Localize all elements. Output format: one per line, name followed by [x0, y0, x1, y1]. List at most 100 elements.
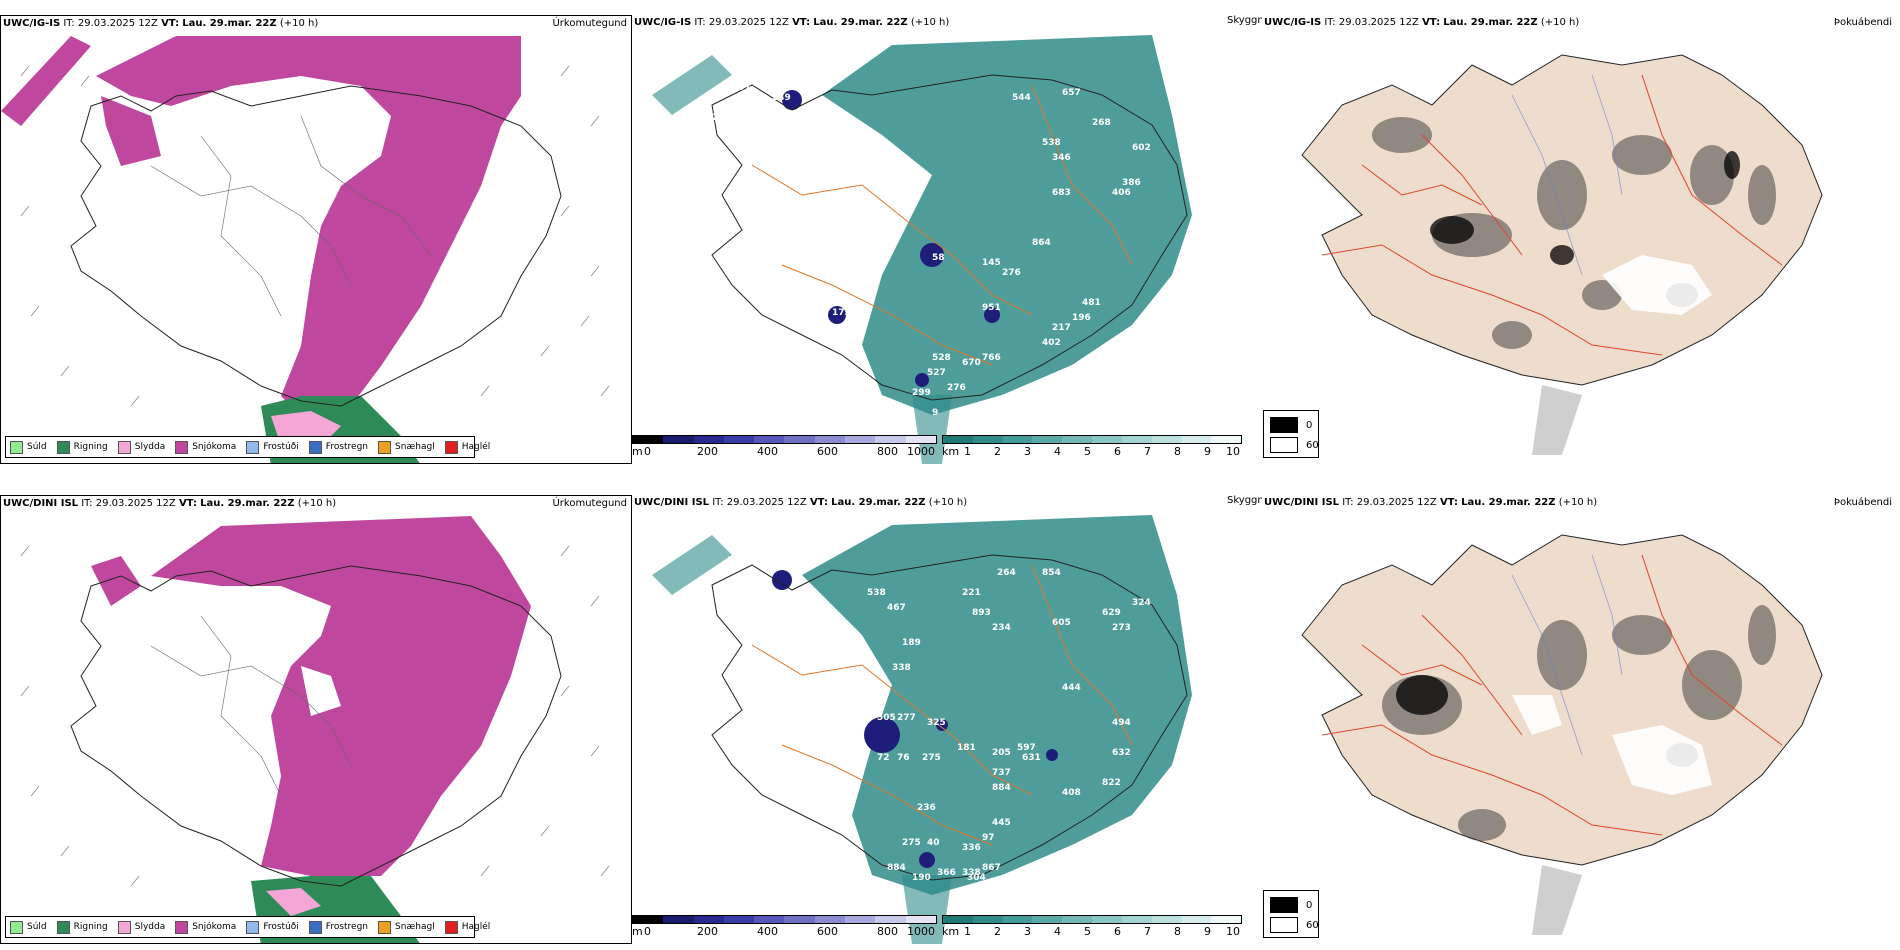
panel-type-label: Þokuábendi	[1833, 17, 1892, 28]
panel-type-label: Skyggni	[1227, 495, 1262, 506]
altitude-label: 304	[967, 873, 986, 883]
altitude-label: 268	[1092, 118, 1111, 128]
panel-type-label: Úrkomutegund	[552, 18, 627, 29]
panel-title-cloud-1: UWC/IG-IS IT: 29.03.2025 12Z VT: Lau. 29…	[634, 17, 950, 28]
altitude-label: 670	[962, 358, 981, 368]
panel-title-fog-2: UWC/DINI ISL IT: 29.03.2025 12Z VT: Lau.…	[1264, 497, 1598, 508]
colorbar-m-strip	[632, 435, 937, 444]
cbar-tick: 2	[994, 925, 1001, 938]
altitude-label: 481	[1082, 298, 1101, 308]
cloud-legend-2: 0 60	[1263, 890, 1319, 938]
altitude-label: 275	[922, 753, 941, 763]
altitude-label: 884	[992, 783, 1011, 793]
altitude-label: 97	[982, 833, 995, 843]
legend-item: Frostúði	[246, 920, 299, 934]
cbar-tick: 800	[877, 445, 898, 458]
altitude-label: 528	[932, 353, 951, 363]
altitude-label: 632	[1112, 748, 1131, 758]
iceland-outline	[711, 74, 1188, 401]
altitude-label: 190	[912, 873, 931, 883]
legend-swatch	[117, 920, 131, 934]
cbar-tick: 6	[1114, 925, 1121, 938]
cloud-panel-1: UWC/IG-IS IT: 29.03.2025 12Z VT: Lau. 29…	[632, 15, 1262, 464]
altitude-label: 40	[927, 838, 940, 848]
legend-item: Snæhagl	[378, 920, 435, 934]
cbar-tick: 7	[1144, 445, 1151, 458]
altitude-label: 249	[772, 93, 791, 103]
altitude-label: 338	[892, 663, 911, 673]
colorbar-km-strip	[942, 915, 1242, 924]
altitude-label: 76	[897, 753, 910, 763]
colorbar-m-strip	[632, 915, 937, 924]
cloud-legend-1: 0 60	[1263, 410, 1319, 458]
cbar-tick: 600	[817, 925, 838, 938]
cbar-unit: m	[632, 925, 643, 938]
altitude-label: 299	[912, 388, 931, 398]
precip-type-panel-1: UWC/IG-IS IT: 29.03.2025 12Z VT: Lau. 29…	[0, 15, 632, 464]
legend-swatch	[444, 440, 458, 454]
cbar-tick: 6	[1114, 445, 1121, 458]
legend-white-swatch	[1270, 917, 1298, 933]
precip-type-panel-2: UWC/DINI ISL IT: 29.03.2025 12Z VT: Lau.…	[0, 495, 632, 944]
legend-item: Súld	[10, 440, 47, 454]
legend-black-swatch	[1270, 417, 1298, 433]
altitude-label: 189	[902, 638, 921, 648]
cbar-tick: 5	[1084, 925, 1091, 938]
cbar-tick: 600	[817, 445, 838, 458]
altitude-label: 145	[982, 258, 1001, 268]
panel-title-1: UWC/IG-IS IT: 29.03.2025 12Z VT: Lau. 29…	[3, 18, 319, 29]
altitude-label: 766	[982, 353, 1001, 363]
altitude-label: 9	[932, 408, 938, 418]
legend-swatch	[56, 920, 70, 934]
altitude-label: 605	[1052, 618, 1071, 628]
altitude-label: 175	[832, 308, 851, 318]
legend-item: Frostregn	[308, 440, 368, 454]
altitude-label: 444	[1062, 683, 1081, 693]
altitude-label: 181	[957, 743, 976, 753]
altitude-label: 408	[1062, 788, 1081, 798]
cbar-tick: 10	[1226, 445, 1240, 458]
legend-item: Slydda	[117, 440, 165, 454]
altitude-label: 629	[1102, 608, 1121, 618]
altitude-label: 184	[727, 556, 746, 566]
legend-item: Frostregn	[308, 920, 368, 934]
legend-swatch	[175, 440, 189, 454]
altitude-label: 597	[1017, 743, 1036, 753]
land	[1301, 534, 1823, 866]
precip-type-map	[1, 36, 610, 463]
colorbar-m-1: m 0 200 400 600 800 1000	[632, 435, 937, 461]
legend-swatch	[378, 920, 392, 934]
altitude-label: 631	[1022, 753, 1041, 763]
altitude-label: 47	[797, 588, 810, 598]
panel-title-cloud-2: UWC/DINI ISL IT: 29.03.2025 12Z VT: Lau.…	[634, 497, 968, 508]
legend-item: Rigning	[56, 920, 108, 934]
altitude-label: 336	[962, 843, 981, 853]
legend-swatch	[246, 440, 260, 454]
cbar-tick: 1	[964, 925, 971, 938]
colorbar-m-2: m 0 200 400 600 800 1000	[632, 915, 937, 941]
altitude-label: 445	[992, 818, 1011, 828]
altitude-label: 602	[1132, 143, 1151, 153]
colorbar-km-strip	[942, 435, 1242, 444]
panel-title-2: UWC/DINI ISL IT: 29.03.2025 12Z VT: Lau.…	[3, 498, 337, 509]
altitude-label: 325	[927, 718, 946, 728]
cloud-panel-2: UWC/DINI ISL IT: 29.03.2025 12Z VT: Lau.…	[632, 495, 1262, 944]
altitude-label: 276	[947, 383, 966, 393]
panel-title-fog-1: UWC/IG-IS IT: 29.03.2025 12Z VT: Lau. 29…	[1264, 17, 1580, 28]
altitude-label: 538	[1042, 138, 1061, 148]
legend-swatch	[246, 920, 260, 934]
legend-swatch	[444, 920, 458, 934]
cbar-tick: 9	[1204, 925, 1211, 938]
altitude-label: 822	[1102, 778, 1121, 788]
altitude-label: 737	[992, 768, 1011, 778]
legend-item: Snæhagl	[378, 440, 435, 454]
legend-swatch	[10, 920, 23, 934]
cbar-tick: 1000	[907, 925, 935, 938]
legend-item: Rigning	[56, 440, 108, 454]
precip-legend-2: Súld Rigning Slydda Snjókoma Frostúði Fr…	[5, 916, 490, 938]
altitude-label: 467	[887, 603, 906, 613]
altitude-label: 264	[997, 568, 1016, 578]
cbar-tick: 9	[1204, 445, 1211, 458]
cbar-tick: 400	[757, 445, 778, 458]
